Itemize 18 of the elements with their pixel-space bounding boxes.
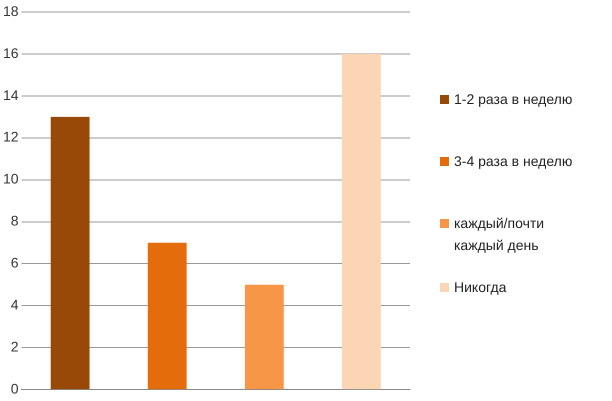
legend-label: 3-4 раза в неделю: [454, 152, 574, 171]
y-tick-label: 8: [10, 212, 19, 229]
y-tick-label: 2: [10, 338, 19, 355]
bar: [342, 54, 381, 390]
y-tick-label: 12: [2, 128, 19, 145]
y-tick-label: 6: [10, 254, 19, 271]
bar: [50, 116, 90, 390]
bar: [244, 284, 284, 390]
y-tick-label: 10: [2, 170, 19, 187]
legend-label: 1-2 раза в неделю: [454, 90, 574, 109]
y-tick-label: 4: [10, 296, 19, 313]
legend-label: Никогда: [454, 278, 508, 297]
legend-label: каждый/почти каждый день: [454, 214, 546, 255]
y-tick-label: 0: [10, 380, 19, 396]
y-tick-label: 14: [2, 86, 19, 103]
bar: [148, 242, 187, 390]
y-tick-label: 18: [2, 2, 19, 19]
y-tick-label: 16: [2, 44, 19, 61]
